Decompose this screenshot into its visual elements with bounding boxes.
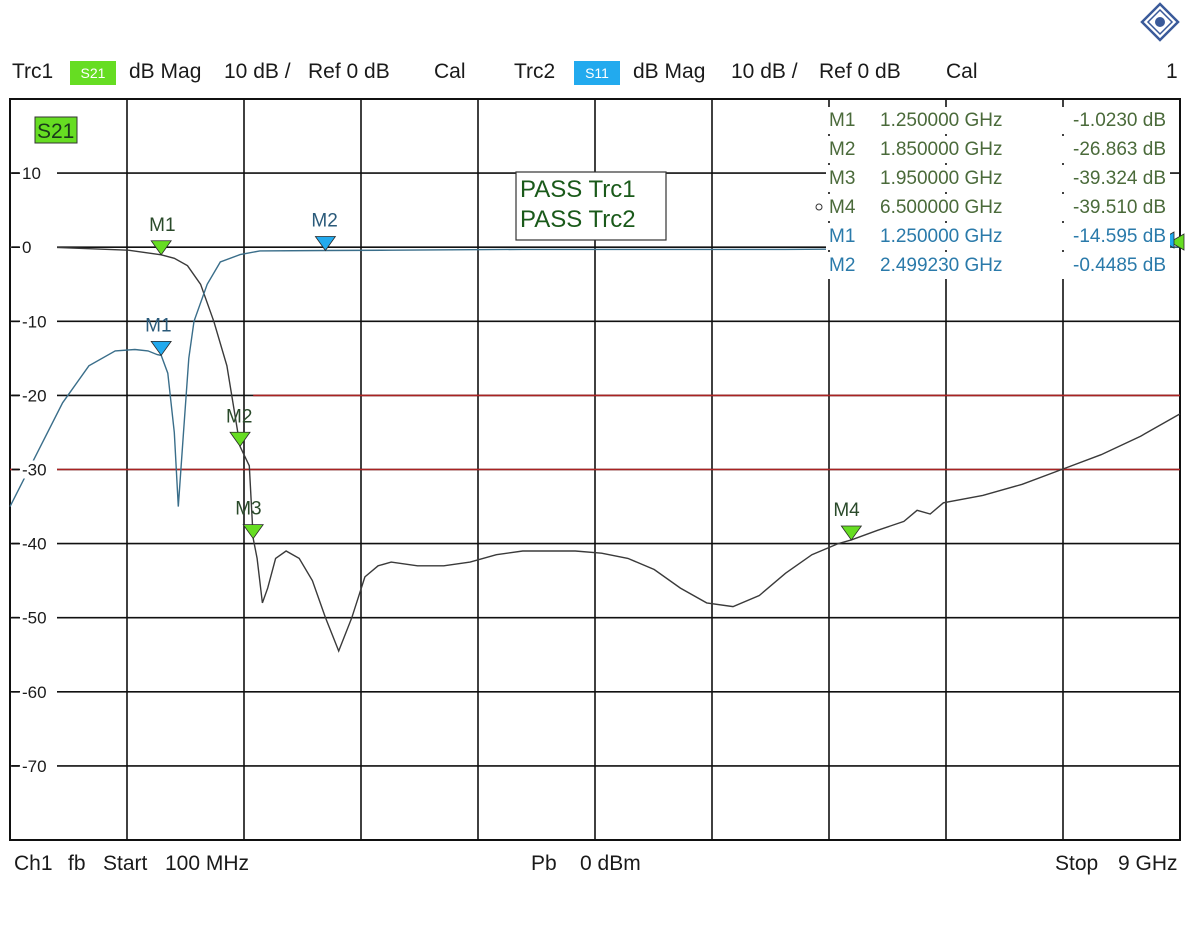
marker-row-value: -39.510 dB xyxy=(1073,197,1166,218)
trc2-cal: Cal xyxy=(946,60,978,83)
window-number: 1 xyxy=(1166,60,1178,83)
marker-row-value: -1.0230 dB xyxy=(1073,110,1166,131)
marker-row-frequency: 6.500000 GHz xyxy=(880,197,1003,218)
trc1-format[interactable]: dB Mag xyxy=(129,60,202,83)
stop-frequency[interactable]: 9 GHz xyxy=(1118,852,1178,875)
y-tick-label: -30 xyxy=(22,461,47,480)
diagram-tag-label: S21 xyxy=(37,120,74,143)
marker-table: M1 1.250000 GHz -1.0230 dB M2 1.850000 GHz -2… xyxy=(815,107,1170,279)
channel-footer: Ch1 fb Start 100 MHz Pb 0 dBm Stop 9 GHz xyxy=(0,852,1190,882)
y-tick-label: -50 xyxy=(22,609,47,628)
y-tick-bg xyxy=(19,238,57,257)
trc1-scale[interactable]: 10 dB / xyxy=(224,60,291,83)
trc2-name[interactable]: Trc2 xyxy=(514,60,556,83)
y-tick-label: 10 xyxy=(22,164,41,183)
y-tick-bg xyxy=(19,460,57,479)
y-tick-bg xyxy=(19,164,57,183)
y-tick-label: -60 xyxy=(22,683,47,702)
marker-label: M1 xyxy=(149,215,175,236)
rohde-schwarz-logo-icon xyxy=(1140,2,1180,42)
y-tick-bg xyxy=(19,608,57,627)
y-tick-bg xyxy=(19,386,57,405)
start-label: Start xyxy=(103,852,148,875)
pass-indicator: PASS Trc1 PASS Trc2 xyxy=(515,171,667,241)
y-tick-bg xyxy=(19,756,57,775)
trc1-right-edge-pointer-icon xyxy=(1169,233,1185,251)
trc2-marker-m2-icon xyxy=(314,236,337,252)
marker-row-value: -26.863 dB xyxy=(1073,139,1166,160)
marker-label: M1 xyxy=(145,315,171,336)
y-tick-label: -10 xyxy=(22,312,47,331)
marker-row-bg xyxy=(826,107,1170,134)
marker-label: M2 xyxy=(226,406,252,427)
marker-row-frequency: 2.499230 GHz xyxy=(880,255,1003,276)
trc1-marker-m1-icon xyxy=(150,240,172,256)
pass-message: PASS Trc2 xyxy=(520,206,636,233)
marker-row-name: M1 xyxy=(829,226,855,247)
y-tick-label: -70 xyxy=(22,757,47,776)
marker-row-name: M1 xyxy=(829,110,855,131)
power-label: Pb xyxy=(531,852,557,875)
marker-row-bg xyxy=(826,136,1170,163)
trc2-ref[interactable]: Ref 0 dB xyxy=(819,60,901,83)
marker-label: M2 xyxy=(311,211,337,232)
trc1-cal: Cal xyxy=(434,60,466,83)
trc1-marker-m2-icon xyxy=(229,431,251,447)
marker-row-name: M2 xyxy=(829,255,855,276)
trc1-name[interactable]: Trc1 xyxy=(12,60,54,83)
trc2-line xyxy=(9,246,1180,507)
marker-row-frequency: 1.250000 GHz xyxy=(880,226,1003,247)
y-tick-bg xyxy=(19,534,57,553)
marker-row-bg xyxy=(826,223,1170,250)
trc2-scale[interactable]: 10 dB / xyxy=(731,60,798,83)
marker-row-name: M3 xyxy=(829,168,855,189)
trc2-param-badge[interactable]: S11 xyxy=(574,61,620,85)
channel-label[interactable]: Ch1 xyxy=(14,852,53,875)
trc1-param-badge[interactable]: S21 xyxy=(70,61,116,85)
marker-row-bg xyxy=(826,252,1170,279)
marker-row-frequency: 1.250000 GHz xyxy=(880,110,1003,131)
fb-label: fb xyxy=(68,852,86,875)
marker-row-value: -39.324 dB xyxy=(1073,168,1166,189)
traces xyxy=(9,246,1181,653)
marker-row-frequency: 1.950000 GHz xyxy=(880,168,1003,189)
y-tick-bg xyxy=(19,682,57,701)
source-power[interactable]: 0 dBm xyxy=(580,852,641,875)
active-marker-dot-icon xyxy=(815,203,823,211)
diagram-tag: S21 xyxy=(34,116,78,144)
trc1-marker-m3-icon xyxy=(242,524,264,540)
y-tick-label: 0 xyxy=(22,238,31,257)
marker-label: M3 xyxy=(235,499,261,520)
markers: M1 M2 M3 M4 M1 M2 xyxy=(145,211,1185,541)
pass-box xyxy=(515,171,667,241)
stop-label: Stop xyxy=(1055,852,1099,875)
y-tick-label: -40 xyxy=(22,535,47,554)
y-tick-label: -20 xyxy=(22,386,47,405)
marker-row-name: M4 xyxy=(829,197,856,218)
start-frequency[interactable]: 100 MHz xyxy=(165,852,250,875)
trc2-marker-m1-icon xyxy=(150,340,172,357)
marker-label: M4 xyxy=(833,500,860,521)
trc1-line xyxy=(10,246,1181,653)
marker-row-bg xyxy=(826,194,1170,221)
pass-message: PASS Trc1 xyxy=(520,176,636,203)
limit-lines xyxy=(10,394,1180,471)
trc1-marker-m4-icon xyxy=(840,525,863,541)
y-tick-labels: 10 0 -10 -20 -30 -40 -50 -60 -70 xyxy=(12,164,57,776)
marker-row-value: -0.4485 dB xyxy=(1073,255,1166,276)
marker-row-value: -14.595 dB xyxy=(1073,226,1166,247)
marker-row-name: M2 xyxy=(829,139,855,160)
y-tick-bg xyxy=(19,312,57,331)
marker-row-bg xyxy=(826,165,1170,192)
trace-header: Trc1 S21 dB Mag 10 dB / Ref 0 dB Cal Trc… xyxy=(0,60,1190,90)
trc2-format[interactable]: dB Mag xyxy=(633,60,706,83)
trc1-ref[interactable]: Ref 0 dB xyxy=(308,60,390,83)
diagram-tag-box xyxy=(34,116,78,144)
marker-row-frequency: 1.850000 GHz xyxy=(880,139,1003,160)
